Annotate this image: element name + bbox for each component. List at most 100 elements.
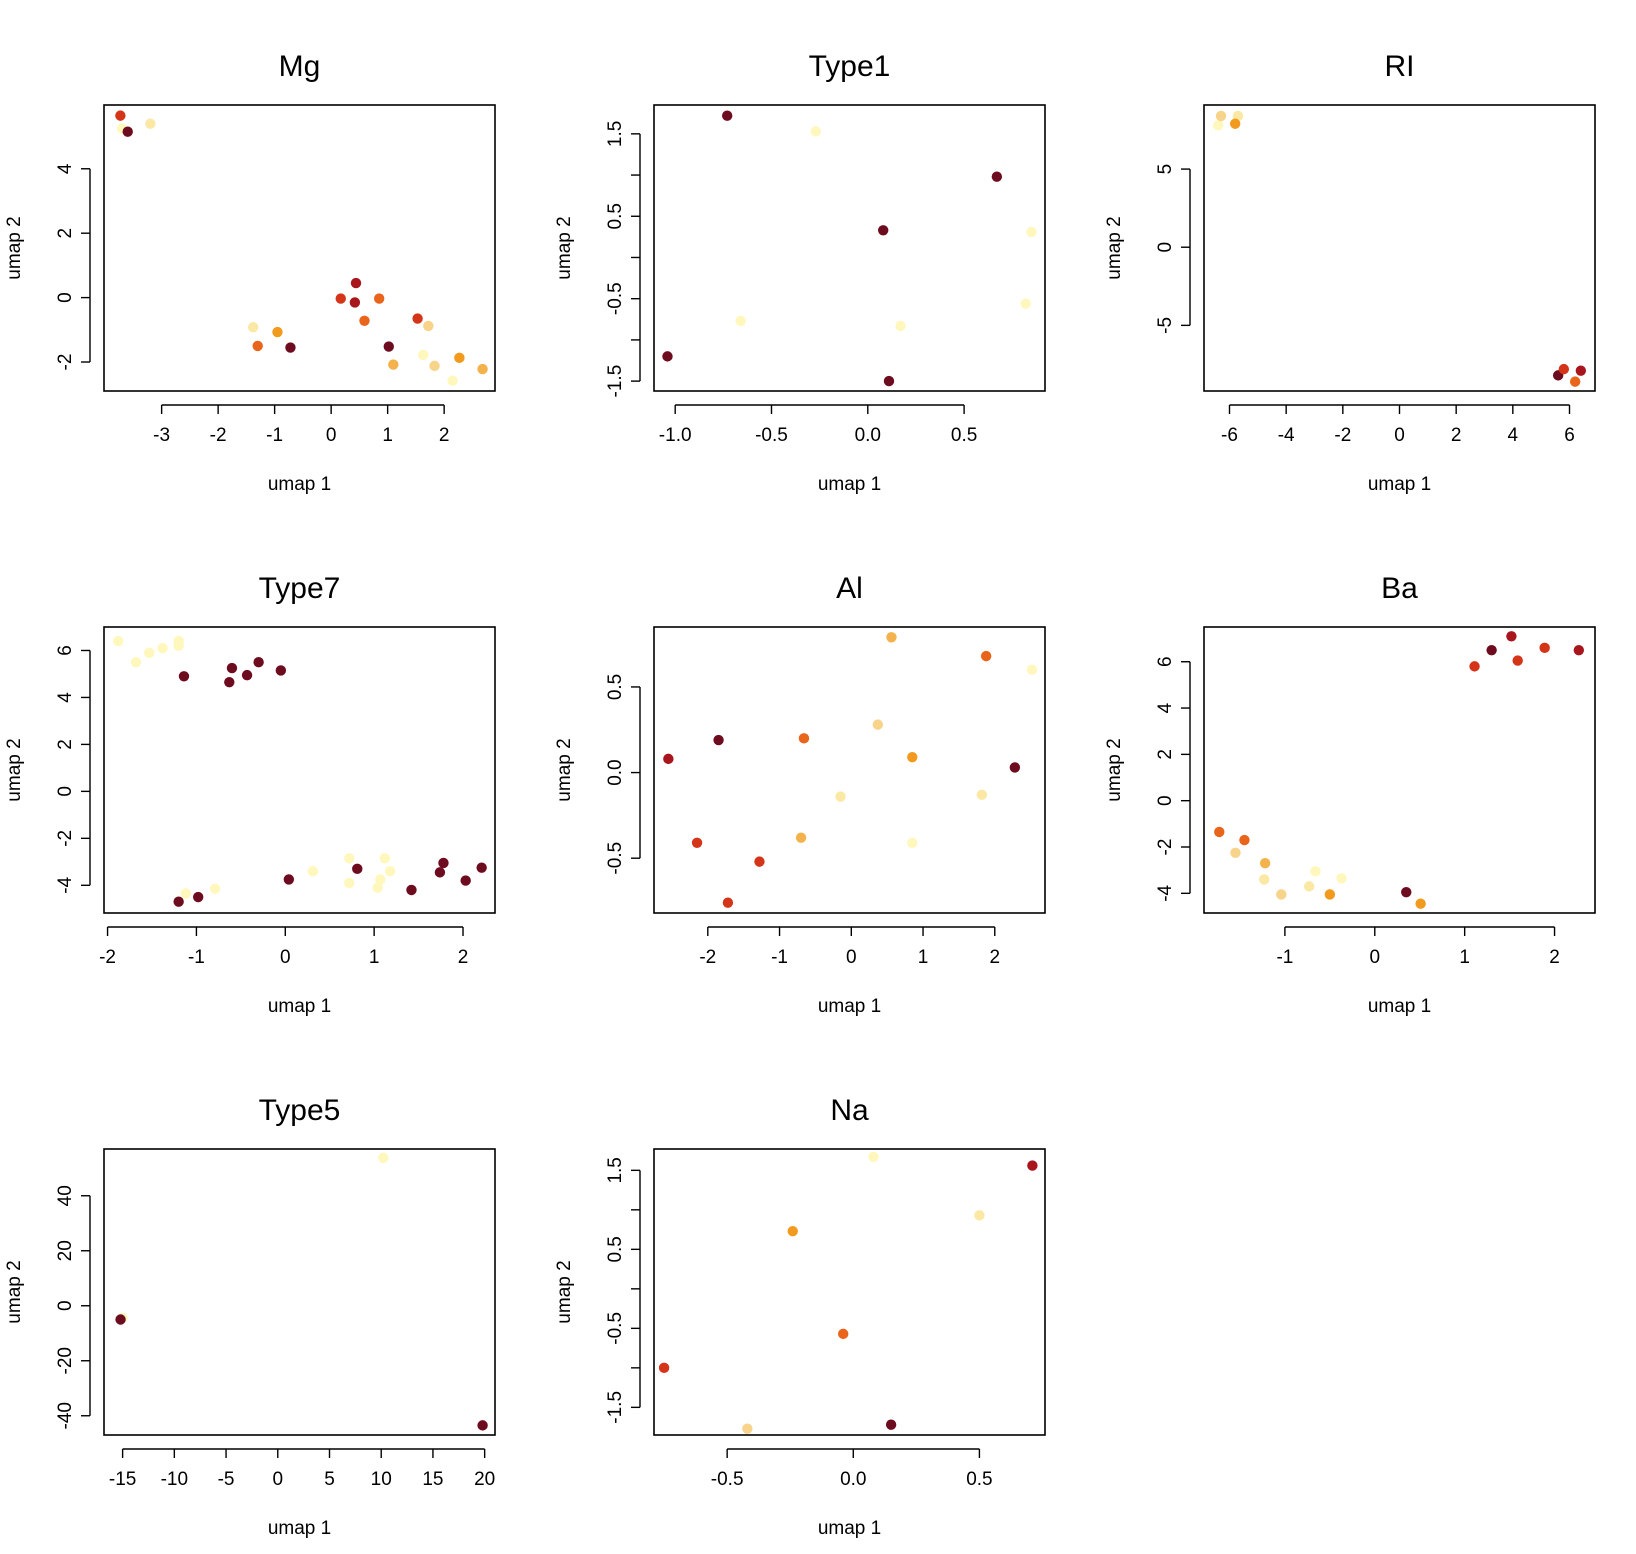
x-tick-label: 1 <box>918 947 929 968</box>
data-point <box>352 863 363 875</box>
data-point <box>350 277 362 289</box>
x-tick-label: 5 <box>324 1469 335 1490</box>
x-tick-label: -2 <box>1334 425 1351 446</box>
data-point <box>145 118 156 129</box>
y-tick-label: -40 <box>55 1402 76 1429</box>
x-tick-label: -1 <box>1276 947 1293 968</box>
data-point <box>742 1423 753 1434</box>
x-tick-label: 2 <box>439 425 450 446</box>
data-point <box>252 340 263 352</box>
y-tick-label: -0.5 <box>605 1312 626 1345</box>
data-point <box>1214 826 1225 838</box>
panel-na: Na -0.5 0.0 0.5 -1.5 -0.5 0.5 1.5 umap 1 umap 2 <box>554 1094 1046 1539</box>
data-point <box>359 315 370 326</box>
panel-title: Mg <box>279 50 321 83</box>
x-axis-label: umap 1 <box>268 474 331 495</box>
data-point <box>974 1210 985 1221</box>
data-point <box>423 320 434 332</box>
data-point <box>226 662 238 674</box>
data-point <box>798 733 810 744</box>
y-axis-label: umap 2 <box>554 738 575 801</box>
panel-title: RI <box>1385 50 1415 83</box>
plot-frame <box>653 626 1046 914</box>
data-point <box>1401 886 1412 898</box>
data-point <box>379 853 391 864</box>
data-point <box>375 874 386 885</box>
data-point <box>663 753 674 765</box>
data-point <box>406 884 417 896</box>
data-point <box>144 647 155 659</box>
data-point <box>991 171 1003 182</box>
y-axis-label: umap 2 <box>4 1260 25 1323</box>
x-tick-label: -1.0 <box>659 425 692 446</box>
y-tick-label: 4 <box>55 163 76 174</box>
data-point <box>722 897 734 908</box>
data-point <box>1215 110 1227 122</box>
data-point <box>1009 762 1021 773</box>
data-point <box>477 363 488 375</box>
x-tick-label: -2 <box>99 947 116 968</box>
data-point <box>976 789 988 801</box>
x-axis-label: umap 1 <box>818 996 881 1017</box>
data-point <box>476 862 487 873</box>
data-point <box>460 875 471 886</box>
panel-type7: Type7 -2 -1 0 1 2 -4 -2 0 2 4 6 umap 1 umap 2 <box>4 572 496 1017</box>
data-point <box>837 1328 849 1340</box>
data-point <box>1469 661 1480 672</box>
data-point <box>1026 226 1037 238</box>
data-point <box>344 853 355 864</box>
x-tick-label: 0.5 <box>966 1469 992 1490</box>
x-tick-label: -1 <box>188 947 205 968</box>
data-point <box>454 352 465 364</box>
x-tick-label: 0 <box>1369 947 1380 968</box>
y-tick-label: -20 <box>55 1347 76 1374</box>
data-point <box>787 1225 798 1237</box>
y-tick-label: 2 <box>55 228 76 239</box>
data-point <box>1212 120 1224 131</box>
y-tick-label: 2 <box>55 739 76 750</box>
x-tick-label: 15 <box>422 1469 443 1490</box>
data-point <box>907 751 918 763</box>
y-tick-label: -0.5 <box>605 282 626 315</box>
x-tick-label: 2 <box>458 947 469 968</box>
plot-frame <box>1203 626 1596 914</box>
x-tick-label: 0 <box>280 947 291 968</box>
data-point <box>886 632 897 643</box>
data-point <box>1506 631 1517 642</box>
panel-title: Type1 <box>809 50 891 83</box>
y-axis-label: umap 2 <box>1104 738 1125 801</box>
x-axis-label: umap 1 <box>818 1518 881 1539</box>
y-tick-label: -4 <box>55 876 76 893</box>
data-point <box>713 734 724 746</box>
data-point <box>810 126 821 137</box>
y-tick-label: 0.5 <box>605 203 626 229</box>
data-point <box>895 320 906 332</box>
x-tick-label: 4 <box>1508 425 1519 446</box>
x-axis-label: umap 1 <box>268 996 331 1017</box>
x-tick-label: 1 <box>382 425 393 446</box>
data-point <box>272 326 283 338</box>
data-point <box>173 896 184 907</box>
y-tick-label: 5 <box>1155 164 1176 175</box>
data-point <box>434 867 446 878</box>
y-tick-label: 0 <box>1155 795 1176 806</box>
data-point <box>378 1152 389 1164</box>
panel-title: Ba <box>1381 572 1418 605</box>
data-point <box>1512 655 1523 666</box>
x-axis-label: umap 1 <box>268 1518 331 1539</box>
x-tick-label: -4 <box>1278 425 1295 446</box>
plot-frame <box>103 104 496 392</box>
data-point <box>307 866 319 877</box>
data-point <box>285 342 296 353</box>
panel-title: Na <box>830 1094 869 1127</box>
data-point <box>477 1420 488 1431</box>
x-tick-label: 0 <box>1394 425 1405 446</box>
y-axis-label: umap 2 <box>4 738 25 801</box>
y-axis-label: umap 2 <box>554 1260 575 1323</box>
data-point <box>113 635 124 647</box>
data-point <box>721 110 733 121</box>
x-tick-label: 0 <box>326 425 337 446</box>
x-tick-label: 0 <box>846 947 857 968</box>
data-point <box>383 341 394 352</box>
panel-type5: Type5 -15 -10 -5 0 5 10 15 20 -40 -20 0 20 40 umap 1 um… <box>4 1094 496 1539</box>
